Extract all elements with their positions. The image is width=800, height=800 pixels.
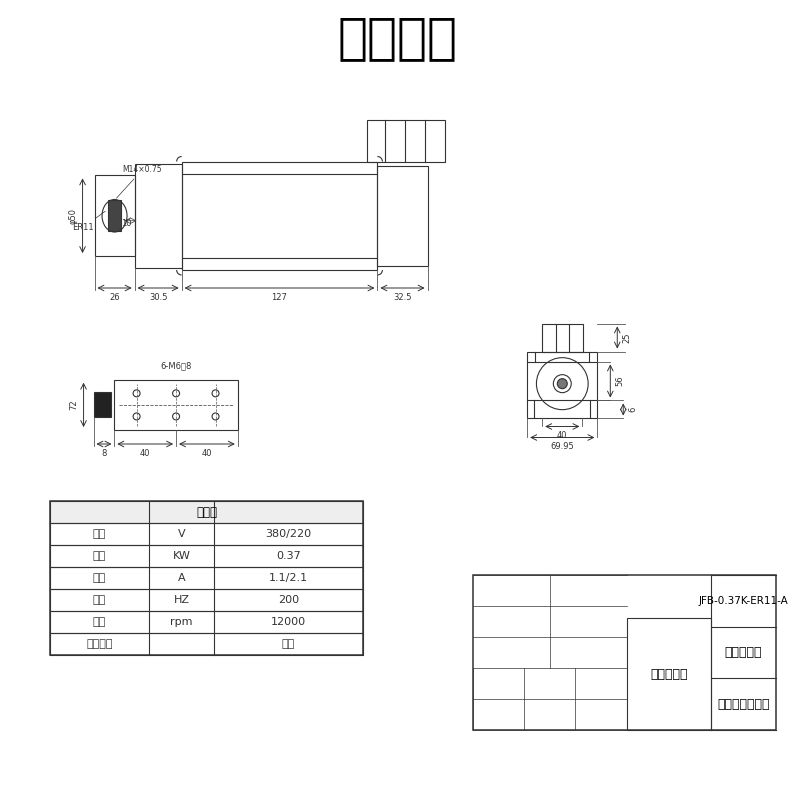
Text: 冷却方式: 冷却方式	[86, 639, 113, 649]
Text: 25: 25	[622, 332, 631, 342]
Text: A: A	[178, 573, 186, 583]
Bar	[94, 175, 134, 256]
Text: 转速: 转速	[93, 617, 106, 627]
Text: 40: 40	[140, 449, 150, 458]
Text: 产品参数: 产品参数	[338, 14, 458, 62]
Circle shape	[558, 378, 567, 389]
Text: φ50: φ50	[69, 208, 78, 224]
Text: 频率: 频率	[93, 595, 106, 605]
Text: 72: 72	[70, 399, 78, 410]
Bar	[542, 323, 582, 351]
Bar	[94, 392, 111, 418]
Text: 电压: 电压	[93, 529, 106, 539]
Bar	[50, 501, 363, 655]
Text: 电机外形图: 电机外形图	[650, 668, 688, 681]
Text: 风冷: 风冷	[282, 639, 295, 649]
Bar	[50, 501, 363, 523]
Text: rpm: rpm	[170, 617, 193, 627]
Bar	[182, 162, 378, 270]
Text: 127: 127	[271, 293, 287, 302]
Text: 30.5: 30.5	[149, 293, 167, 302]
Text: 功率: 功率	[93, 551, 106, 561]
Text: 40: 40	[557, 431, 567, 441]
Text: 参数表: 参数表	[196, 506, 217, 518]
Text: JFB-0.37K-ER11-A: JFB-0.37K-ER11-A	[698, 596, 789, 606]
Text: 56: 56	[615, 376, 624, 386]
Bar	[378, 166, 427, 266]
Bar	[50, 523, 363, 545]
Text: 200: 200	[278, 595, 299, 605]
Text: 12000: 12000	[271, 617, 306, 627]
Text: KW: KW	[173, 551, 190, 561]
Text: 32.5: 32.5	[394, 293, 412, 302]
Text: 6: 6	[628, 407, 638, 412]
Bar	[50, 611, 363, 633]
Text: 1.1/2.1: 1.1/2.1	[269, 573, 308, 583]
Text: 26: 26	[110, 293, 120, 302]
Bar	[50, 633, 363, 655]
Text: 10: 10	[122, 219, 132, 228]
Text: 40: 40	[202, 449, 212, 458]
Text: HZ: HZ	[174, 595, 190, 605]
Text: 风冷电主轴: 风冷电主轴	[725, 646, 762, 659]
Text: M14×0.75: M14×0.75	[117, 166, 162, 198]
Bar	[626, 618, 711, 730]
Bar	[114, 380, 238, 430]
Text: 8: 8	[102, 449, 106, 458]
Bar	[134, 163, 182, 268]
Bar	[50, 589, 363, 611]
Text: 69.95: 69.95	[550, 442, 574, 451]
Bar	[367, 119, 445, 162]
Text: 电流: 电流	[93, 573, 106, 583]
Bar	[108, 200, 122, 231]
Bar	[50, 567, 363, 589]
Bar	[527, 351, 598, 418]
Bar	[50, 545, 363, 567]
Bar	[473, 575, 776, 730]
Text: 380/220: 380/220	[266, 529, 311, 539]
Text: V: V	[178, 529, 186, 539]
Text: 0.37: 0.37	[276, 551, 301, 561]
Text: ER11: ER11	[73, 211, 106, 231]
Text: 6-M6深8: 6-M6深8	[160, 362, 192, 370]
Text: 常州杰斯特电器: 常州杰斯特电器	[718, 698, 770, 710]
